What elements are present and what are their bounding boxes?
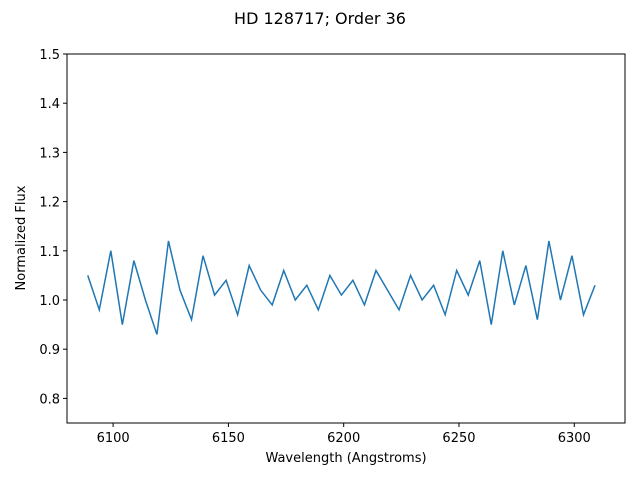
y-tick-label: 0.9 — [39, 343, 60, 358]
x-axis-label: Wavelength (Angstroms) — [265, 451, 426, 466]
x-tick-label: 6100 — [97, 431, 130, 446]
y-axis: 0.8 0.9 1.0 1.1 1.2 1.3 1.4 1.5 — [39, 48, 67, 407]
chart-title: HD 128717; Order 36 — [234, 9, 406, 28]
y-axis-label: Normalized Flux — [14, 185, 29, 290]
y-tick-label: 1.5 — [39, 48, 60, 63]
x-axis: 6100 6150 6200 6250 6300 — [97, 423, 591, 446]
y-tick-label: 1.3 — [39, 146, 60, 161]
y-tick-label: 0.8 — [39, 392, 60, 407]
x-tick-label: 6250 — [442, 431, 475, 446]
series-line-0 — [87, 240, 596, 335]
x-tick-label: 6200 — [327, 431, 360, 446]
y-tick-label: 1.2 — [39, 196, 60, 211]
x-tick-label: 6300 — [558, 431, 591, 446]
plot-frame — [66, 53, 626, 424]
x-tick-label: 6150 — [212, 431, 245, 446]
plot-area — [87, 240, 596, 335]
y-tick-label: 1.4 — [39, 97, 60, 112]
y-tick-label: 1.1 — [39, 245, 60, 260]
y-tick-label: 1.0 — [39, 294, 60, 309]
